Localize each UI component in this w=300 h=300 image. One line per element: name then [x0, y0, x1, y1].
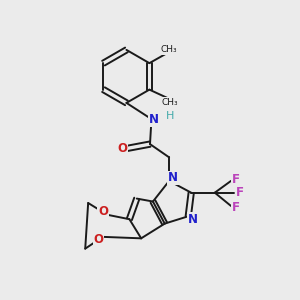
Text: N: N	[149, 112, 159, 126]
Text: F: F	[232, 173, 240, 186]
Text: N: N	[188, 213, 198, 226]
Text: H: H	[166, 110, 174, 121]
Text: CH₃: CH₃	[162, 98, 178, 106]
Text: CH₃: CH₃	[161, 45, 177, 54]
Text: N: N	[168, 172, 178, 184]
Text: O: O	[94, 233, 103, 246]
Text: O: O	[117, 142, 127, 155]
Text: F: F	[232, 201, 240, 214]
Text: O: O	[98, 205, 108, 218]
Text: F: F	[236, 186, 244, 199]
